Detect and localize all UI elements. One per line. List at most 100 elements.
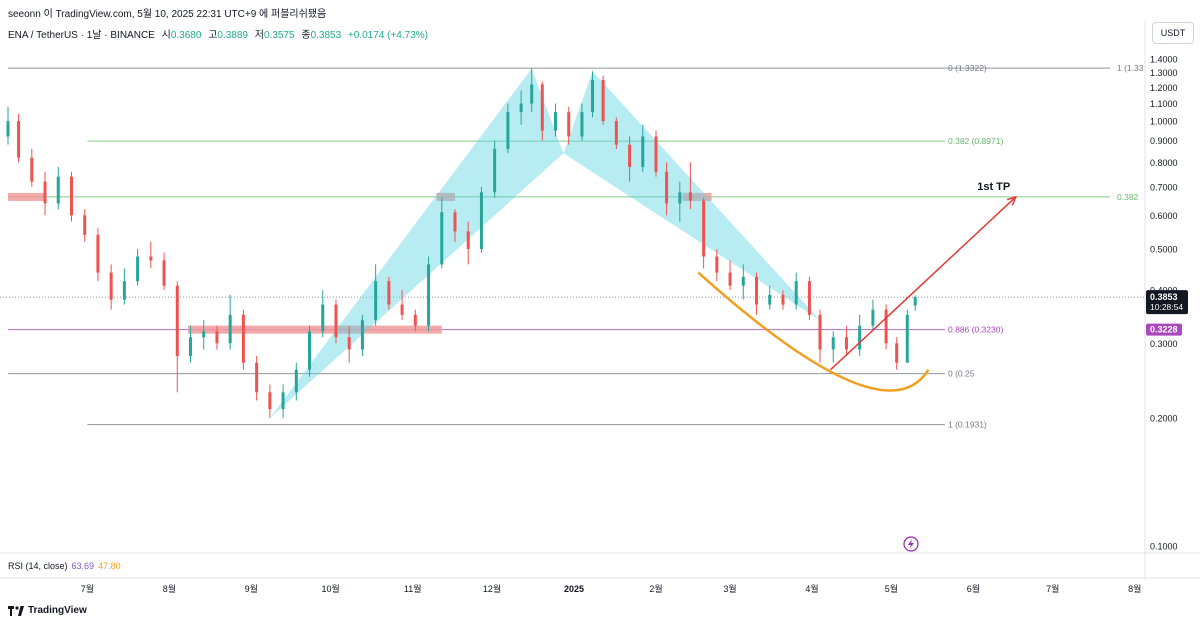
- candle-body: [281, 392, 285, 410]
- candle-body: [506, 112, 510, 149]
- fib-level-label: 0.886 (0.3230): [948, 325, 1003, 335]
- price-tick-label: 1.2000: [1150, 83, 1178, 93]
- candle-body: [400, 304, 404, 315]
- time-tick-label: 6월: [967, 583, 980, 594]
- price-tick-label: 1.0000: [1150, 117, 1178, 127]
- candle-body: [702, 200, 706, 257]
- fib-level-label: 1 (1.33: [1117, 63, 1144, 73]
- price-tick-label: 0.1000: [1150, 542, 1178, 552]
- tradingview-logo-icon: [8, 605, 24, 616]
- target-arrow-head: [1006, 195, 1017, 206]
- candle-body: [755, 276, 759, 305]
- time-tick-label: 9월: [245, 583, 258, 594]
- fib-price-text: 0.3228: [1150, 325, 1178, 335]
- price-tick-label: 1.3000: [1150, 68, 1178, 78]
- candle-body: [241, 314, 245, 363]
- lightning-icon-ring: [903, 536, 919, 552]
- low-label: 저: [254, 30, 264, 41]
- price-tick-label: 0.5000: [1150, 245, 1178, 255]
- candle-body: [493, 148, 497, 193]
- fib-level-label: 0.382 (0.8971): [948, 136, 1003, 146]
- time-tick-label: 12월: [483, 583, 501, 594]
- candle-body: [466, 231, 470, 250]
- high-value: 0.3889: [217, 30, 248, 41]
- candle-body: [56, 176, 60, 204]
- time-tick-label: 7월: [81, 583, 94, 594]
- open-value: 0.3680: [170, 30, 202, 41]
- candle-body: [794, 281, 798, 305]
- candle-body: [678, 192, 682, 204]
- candle-body: [215, 331, 219, 344]
- candle-body: [17, 121, 21, 158]
- candle-body: [519, 103, 523, 113]
- annotations: 1st TP: [697, 181, 1017, 552]
- harmonic-triangle: [269, 68, 564, 419]
- candle-body: [122, 281, 126, 300]
- candle-body: [294, 369, 298, 393]
- candle-body: [413, 314, 417, 326]
- rsi-value: 63.69: [71, 561, 95, 571]
- price-tick-label: 0.9000: [1150, 136, 1178, 146]
- candle-body: [30, 157, 34, 182]
- supply-zone: [187, 325, 442, 334]
- price-tick-label: 0.6000: [1150, 211, 1178, 221]
- candle-body: [334, 304, 338, 338]
- tradingview-logo[interactable]: TradingView: [8, 605, 87, 616]
- candle-body: [688, 192, 692, 201]
- candle-body: [741, 276, 745, 286]
- time-tick-label: 8월: [1128, 583, 1141, 594]
- tradingview-brand: TradingView: [28, 605, 87, 616]
- candle-body: [308, 331, 312, 370]
- time-tick-label: 10월: [322, 583, 340, 594]
- candle-body: [628, 144, 632, 167]
- candle-body: [591, 79, 595, 113]
- candle-body: [540, 84, 544, 131]
- countdown-text: 10:28:54: [1150, 302, 1183, 312]
- last-price-text: 0.3853: [1150, 292, 1178, 302]
- candle-body: [554, 112, 558, 131]
- time-tick-label: 8월: [163, 583, 176, 594]
- candle-body: [781, 294, 785, 305]
- time-tick-label: 5월: [885, 583, 898, 594]
- candle-body: [818, 314, 822, 350]
- symbol-name[interactable]: ENA / TetherUS · 1날 · BINANCE: [8, 30, 155, 41]
- price-tick-label: 0.7000: [1150, 182, 1178, 192]
- candle-body: [347, 337, 351, 350]
- last-price-badge: [1146, 290, 1188, 315]
- price-tick-label: 0.8000: [1150, 158, 1178, 168]
- fib-level-label: 1 (0.1931): [948, 420, 987, 430]
- candle-body: [768, 294, 772, 305]
- candle-body: [905, 314, 909, 363]
- candle-body: [580, 112, 584, 137]
- candle-body: [858, 325, 862, 350]
- candle-body: [895, 343, 899, 363]
- candle-body: [6, 121, 10, 137]
- candle-body: [715, 256, 719, 273]
- candle-body: [913, 297, 917, 306]
- supply-zone: [682, 192, 712, 201]
- fib-level-label: 0 (0.25: [948, 369, 975, 379]
- candle-body: [387, 281, 391, 305]
- low-value: 0.3575: [263, 30, 295, 41]
- candle-body: [228, 314, 232, 344]
- fib-price-badge: [1146, 323, 1182, 336]
- supply-zones: [8, 192, 712, 334]
- time-tick-label: 2025: [564, 584, 584, 594]
- cup-curve: [697, 271, 930, 392]
- candle-body: [189, 337, 193, 356]
- candle-body: [427, 264, 431, 326]
- close-value: 0.3853: [310, 30, 342, 41]
- candle-body: [109, 272, 113, 300]
- close-label: 종: [301, 30, 311, 41]
- candle-body: [479, 192, 483, 250]
- candle-body: [374, 281, 378, 321]
- chart-grid: [0, 20, 1200, 580]
- price-tick-label: 1.4000: [1150, 55, 1178, 65]
- candle-body: [268, 392, 272, 410]
- currency-button[interactable]: USDT: [1152, 22, 1194, 44]
- candle-body: [884, 309, 888, 344]
- supply-zone: [8, 192, 46, 201]
- candle-body: [641, 136, 645, 167]
- candle-body: [728, 272, 732, 286]
